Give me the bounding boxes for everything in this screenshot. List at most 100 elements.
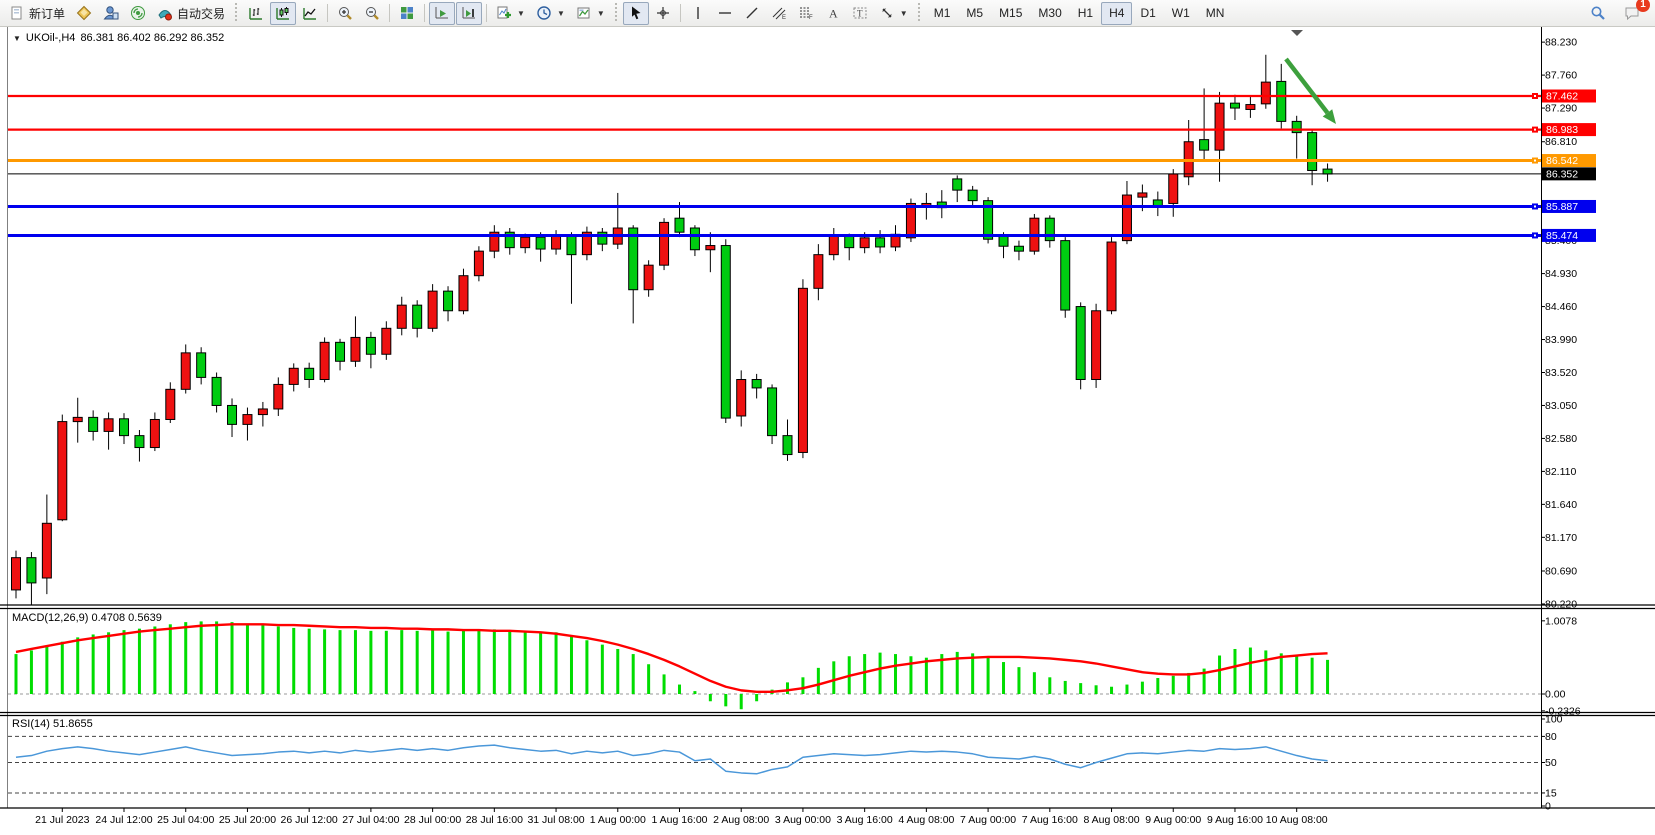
svg-text:50: 50	[1545, 757, 1557, 769]
macd-bar	[91, 634, 95, 694]
periods-button[interactable]: ▼	[531, 2, 570, 25]
candle	[180, 352, 191, 390]
macd-bar	[446, 631, 450, 694]
arrows-tool-button[interactable]: ▼	[874, 2, 913, 25]
trendline-tool-button[interactable]	[739, 2, 765, 25]
candle	[103, 418, 114, 432]
macd-bar	[1279, 653, 1283, 694]
market-watch-icon	[76, 5, 92, 21]
price-badge	[1542, 154, 1596, 168]
tile-windows-button[interactable]	[394, 2, 420, 25]
candle	[983, 200, 994, 240]
text-label-icon: T	[853, 7, 867, 19]
annotation-arrow[interactable]	[1284, 57, 1336, 124]
rsi-line	[15, 744, 1328, 775]
text-label-tool-button[interactable]: T	[847, 2, 873, 25]
zoom-out-button[interactable]	[359, 2, 385, 25]
timeframe-w1[interactable]: W1	[1171, 6, 1190, 20]
zoom-in-button[interactable]	[332, 2, 358, 25]
macd-bar	[569, 635, 573, 694]
notifications-button[interactable]: 1	[1619, 0, 1650, 25]
bar-chart-button[interactable]	[243, 2, 269, 25]
chart-shift-button[interactable]	[456, 1, 483, 25]
macd-bar	[971, 653, 975, 694]
timeframe-m1[interactable]: M1	[933, 6, 951, 20]
macd-bar	[554, 632, 558, 694]
candle	[350, 336, 361, 362]
macd-bar	[724, 694, 728, 707]
timeframe-m5[interactable]: M5	[966, 6, 984, 20]
expand-ohlc-icon[interactable]: ▼	[13, 33, 21, 43]
price-chart[interactable]: 88.23087.76087.29086.81085.40084.93084.4…	[0, 27, 1655, 835]
candle	[227, 404, 238, 425]
svg-text:0.00: 0.00	[1545, 689, 1566, 701]
timeframe-h1[interactable]: H1	[1077, 6, 1094, 20]
fibonacci-tool-button[interactable]: F	[793, 2, 819, 25]
timeframe-m15[interactable]: M15	[999, 6, 1023, 20]
macd-bar	[816, 667, 820, 694]
timeframe-d1[interactable]: D1	[1140, 6, 1156, 20]
macd-bar	[631, 654, 635, 694]
svg-text:86.810: 86.810	[1545, 136, 1577, 148]
svg-text:2 Aug 08:00: 2 Aug 08:00	[713, 814, 769, 826]
candle	[1060, 240, 1071, 311]
time-axis[interactable]: 21 Jul 2023 24 Jul 12:00 25 Jul 04:00 25 Ju…	[0, 807, 1655, 826]
svg-text:28 Jul 16:00: 28 Jul 16:00	[466, 814, 523, 826]
macd-bar	[647, 664, 651, 694]
vertical-line-icon	[697, 7, 699, 19]
svg-text:7 Aug 00:00: 7 Aug 00:00	[960, 814, 1016, 826]
candle	[273, 383, 284, 410]
vertical-line-tool-button[interactable]	[685, 2, 711, 25]
macd-bar	[1063, 680, 1067, 694]
search-button[interactable]	[1585, 2, 1611, 25]
candle	[643, 264, 654, 291]
svg-text:21 Jul 2023: 21 Jul 2023	[35, 814, 89, 826]
new-order-button[interactable]: 新订单	[4, 2, 70, 25]
toolbar-grip	[612, 3, 620, 23]
svg-text:1 Aug 00:00: 1 Aug 00:00	[590, 814, 646, 826]
zoom-out-icon	[366, 7, 379, 20]
candle	[1260, 81, 1271, 105]
candlestick-chart-button[interactable]	[270, 1, 297, 25]
timeframe-m30[interactable]: M30	[1038, 6, 1062, 20]
macd-bar	[508, 630, 512, 694]
horizontal-line-tool-button[interactable]	[712, 2, 738, 25]
timeframe-h4[interactable]: H4	[1101, 1, 1133, 25]
auto-scroll-icon	[435, 7, 449, 19]
macd-bar	[400, 630, 404, 694]
candlestick-chart-icon	[276, 7, 290, 20]
macd-bar	[1079, 683, 1083, 694]
chart-window: 88.23087.76087.29086.81085.40084.93084.4…	[0, 27, 1655, 835]
market-watch-button[interactable]	[71, 2, 97, 25]
crosshair-tool-button[interactable]	[650, 2, 676, 25]
price-badge	[1542, 199, 1596, 213]
price-axis[interactable]: 88.23087.76087.29086.81085.40084.93084.4…	[1541, 37, 1577, 611]
add-indicator-button[interactable]: ▼	[491, 2, 530, 25]
templates-button[interactable]: ▼	[571, 2, 610, 25]
candle	[1291, 120, 1302, 134]
macd-bar	[708, 694, 712, 702]
svg-text:-0.2326: -0.2326	[1545, 705, 1581, 717]
autotrading-button[interactable]: 自动交易	[152, 2, 230, 25]
cursor-tool-button[interactable]	[622, 1, 649, 25]
text-tool-button[interactable]: A	[820, 2, 846, 25]
data-window-button[interactable]	[98, 2, 124, 25]
macd-bar	[1048, 677, 1052, 694]
macd-bar	[1310, 657, 1314, 694]
timeframe-mn[interactable]: MN	[1205, 6, 1225, 20]
toolbar-grip	[915, 3, 923, 23]
candle	[196, 352, 207, 378]
chart-shift-marker[interactable]	[1291, 30, 1303, 36]
auto-scroll-button[interactable]	[429, 1, 456, 25]
macd-bar	[909, 656, 913, 694]
channel-tool-button[interactable]: E	[766, 2, 792, 25]
new-order-icon	[11, 6, 22, 20]
macd-bar	[184, 622, 188, 694]
macd-bar	[215, 621, 219, 694]
line-chart-button[interactable]	[297, 2, 323, 25]
svg-text:80.690: 80.690	[1545, 565, 1577, 577]
candle	[365, 336, 376, 355]
navigator-button[interactable]	[125, 2, 151, 25]
svg-text:24 Jul 12:00: 24 Jul 12:00	[95, 814, 152, 826]
